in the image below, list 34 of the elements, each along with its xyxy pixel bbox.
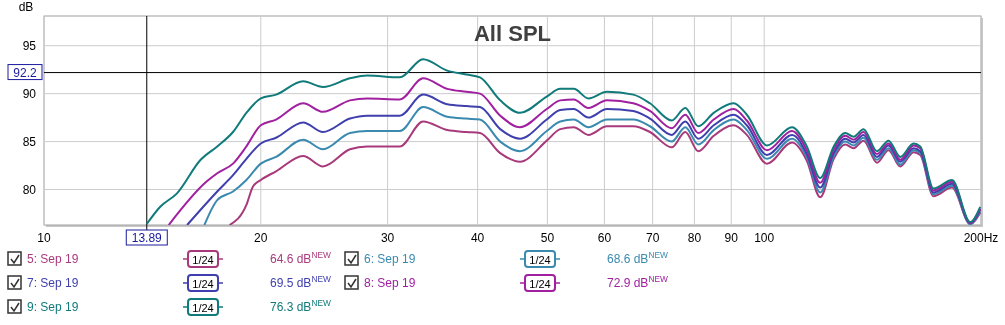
text: 7: Sep 19: [27, 276, 79, 290]
text: 6: Sep 19: [364, 252, 416, 266]
x-tick-label: 50: [540, 231, 555, 245]
text: 8: Sep 19: [364, 276, 416, 290]
text: 5: Sep 19: [27, 252, 79, 266]
chart-title: All SPL: [473, 21, 552, 46]
x-tick-label: 90: [724, 231, 739, 245]
y-tick-label: 95: [22, 38, 37, 53]
x-tick-label: 30: [380, 231, 395, 245]
y-tick-label: 80: [22, 182, 37, 197]
text: 76.3 dB$^{NEW}$: [270, 298, 332, 314]
text: 9: Sep 19: [27, 300, 79, 314]
x-tick-label: 200Hz: [963, 231, 999, 245]
x-tick-label: 80: [687, 231, 702, 245]
x-tick-label: 10: [37, 231, 51, 245]
text: 1/24: [529, 254, 551, 266]
x-tick-label: 100: [754, 231, 775, 245]
text: 64.6 dB$^{NEW}$: [270, 250, 332, 266]
text: 68.6 dB$^{NEW}$: [607, 250, 669, 266]
text: 69.5 dB$^{NEW}$: [270, 274, 332, 290]
x-tick-label: 60: [597, 231, 612, 245]
y-tick-label: 90: [22, 86, 37, 101]
x-tick-label: 20: [254, 231, 268, 245]
y-tick-label: 85: [22, 134, 37, 149]
text: 1/24: [192, 302, 214, 314]
text: 1/24: [192, 278, 214, 290]
x-tick-label: 70: [645, 231, 660, 245]
text: 1/24: [192, 254, 214, 266]
y-axis-title: dB: [18, 0, 34, 14]
x-tick-label: 40: [470, 231, 485, 245]
text: 1/24: [529, 278, 551, 290]
ref-line-label: 13.89: [131, 231, 163, 245]
text: 72.9 dB$^{NEW}$: [607, 274, 669, 290]
ref-line-label: 92.2: [13, 65, 37, 80]
